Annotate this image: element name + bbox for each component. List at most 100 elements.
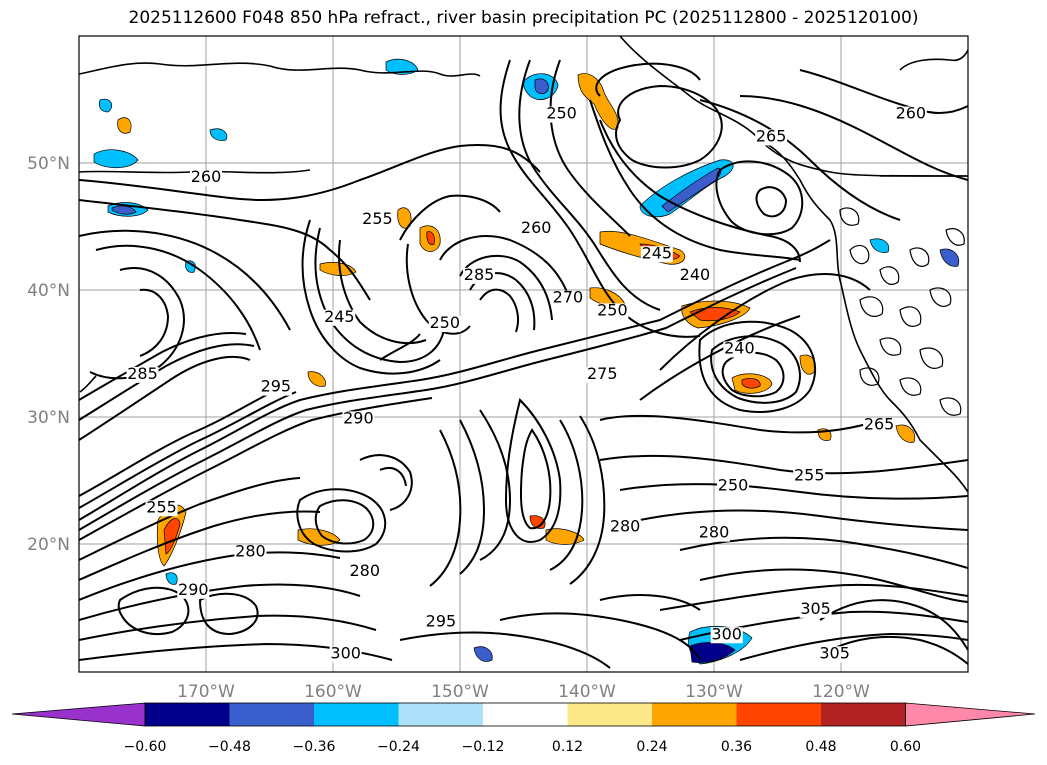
contour-label-bg — [234, 544, 267, 561]
colorbar-bin — [821, 703, 906, 726]
contour-label-bg — [177, 582, 210, 599]
contour-label-bg — [818, 646, 851, 663]
contour-label-bg — [424, 614, 457, 631]
contour-label-bg — [799, 601, 832, 618]
contour-label: 285 — [127, 364, 158, 383]
contour-labels: 260 255 285 260 245 250 270 250 245 240 240 275 290 2… — [126, 104, 927, 663]
patch-negative — [689, 642, 736, 663]
contour-label: 260 — [896, 104, 927, 123]
contour-label-bg — [329, 646, 362, 663]
contour-label-bg — [596, 303, 629, 320]
contour-label-bg — [586, 366, 619, 383]
patch-positive — [545, 528, 585, 545]
patch-negative — [473, 646, 493, 662]
contour-label-bg — [342, 411, 375, 428]
patch-negative — [869, 238, 890, 253]
lat-label: 50°N — [27, 154, 70, 174]
colorbar-extend-high — [905, 702, 1036, 727]
patch-positive — [426, 231, 435, 245]
colorbar-bin — [398, 703, 483, 726]
contour-label: 250 — [429, 313, 460, 332]
contour-label: 280 — [235, 542, 266, 561]
contour-label-bg — [710, 627, 743, 644]
contour-label-bg — [361, 211, 394, 228]
land-detail — [839, 207, 965, 416]
colorbar-bin — [483, 703, 568, 726]
colorbar-tick-label: −0.36 — [293, 739, 336, 755]
patch-negative — [661, 167, 722, 213]
contour-label: 280 — [699, 523, 730, 542]
patch-negative — [209, 128, 228, 141]
axis-labels: 170°W 160°W 150°W 140°W 130°W 120°W 50°N… — [27, 154, 870, 702]
contour-label: 300 — [711, 624, 742, 643]
contour-label: 295 — [426, 612, 457, 631]
contour-label: 290 — [178, 580, 209, 599]
colorbar-tick-label: 0.36 — [721, 739, 752, 755]
contour-label-bg — [545, 106, 578, 123]
contour-label-bg — [551, 290, 584, 307]
contour-label-bg — [609, 519, 642, 536]
patch-negative — [939, 248, 960, 267]
contour-label: 255 — [146, 497, 177, 516]
contour-label-bg — [894, 106, 927, 123]
patch-positive — [307, 371, 326, 387]
contour-label: 240 — [724, 339, 755, 358]
contour-label: 270 — [553, 288, 584, 307]
colorbar-bin — [314, 703, 399, 726]
patch-negative — [165, 572, 178, 585]
colorbar-tick-label: 0.24 — [636, 739, 667, 755]
patch-negative — [93, 149, 139, 169]
colorbar-tick-label: −0.48 — [208, 739, 251, 755]
contour-label-bg — [348, 563, 381, 580]
colorbar-bin — [229, 703, 314, 726]
contour-label: 250 — [546, 104, 577, 123]
patch-positive — [799, 354, 816, 375]
contour-label-bg — [863, 417, 896, 434]
lon-label: 150°W — [431, 682, 489, 702]
patch-positive — [163, 517, 181, 555]
contour-label: 255 — [362, 209, 393, 228]
contour-label-bg — [723, 341, 756, 358]
colorbar-bin — [736, 703, 821, 726]
contour-label-bg — [323, 309, 356, 326]
contour-label-bg — [640, 246, 673, 263]
colorbar-bin — [652, 703, 737, 726]
colorbar-tick-label: −0.60 — [124, 739, 167, 755]
contour-label: 240 — [680, 265, 711, 284]
colorbar-tick-label: −0.12 — [462, 739, 505, 755]
colorbar-tick-label: 0.12 — [552, 739, 583, 755]
contour-label: 305 — [819, 643, 850, 662]
lat-label: 20°N — [27, 535, 70, 555]
plot-title: 2025112600 F048 850 hPa refract., river … — [128, 8, 919, 28]
colorbar: −0.60 −0.48 −0.36 −0.24 −0.12 0.12 0.24 … — [11, 702, 1036, 755]
contour-label: 305 — [800, 599, 831, 618]
contour-label: 260 — [191, 167, 222, 186]
patch-negative — [98, 98, 112, 113]
patch-positive — [117, 117, 132, 134]
contour-label: 250 — [718, 476, 749, 495]
contour-label: 245 — [324, 307, 355, 326]
patch-negative — [185, 260, 196, 273]
coastlines — [79, 36, 968, 493]
contour-label: 245 — [642, 243, 673, 262]
refractivity-contours — [79, 59, 968, 669]
contour-label-bg — [463, 267, 496, 284]
contour-label: 275 — [587, 364, 618, 383]
lon-label: 120°W — [812, 682, 870, 702]
map-content: 260 255 285 260 245 250 270 250 245 240 240 275 290 2… — [79, 36, 968, 672]
colorbar-extend-low — [11, 702, 146, 727]
lon-label: 130°W — [685, 682, 743, 702]
patch-negative — [534, 78, 549, 94]
contour-label: 265 — [756, 126, 787, 145]
lon-label: 170°W — [177, 682, 235, 702]
contour-label-bg — [126, 366, 159, 383]
contour-label: 295 — [261, 377, 292, 396]
contour-label: 255 — [794, 466, 825, 485]
colorbar-tick-label: −0.24 — [377, 739, 420, 755]
patch-positive — [397, 207, 412, 229]
colorbar-tick-label: 0.60 — [890, 739, 921, 755]
patch-positive — [741, 378, 761, 389]
contour-label-bg — [190, 170, 222, 187]
contour-label: 280 — [610, 516, 641, 535]
